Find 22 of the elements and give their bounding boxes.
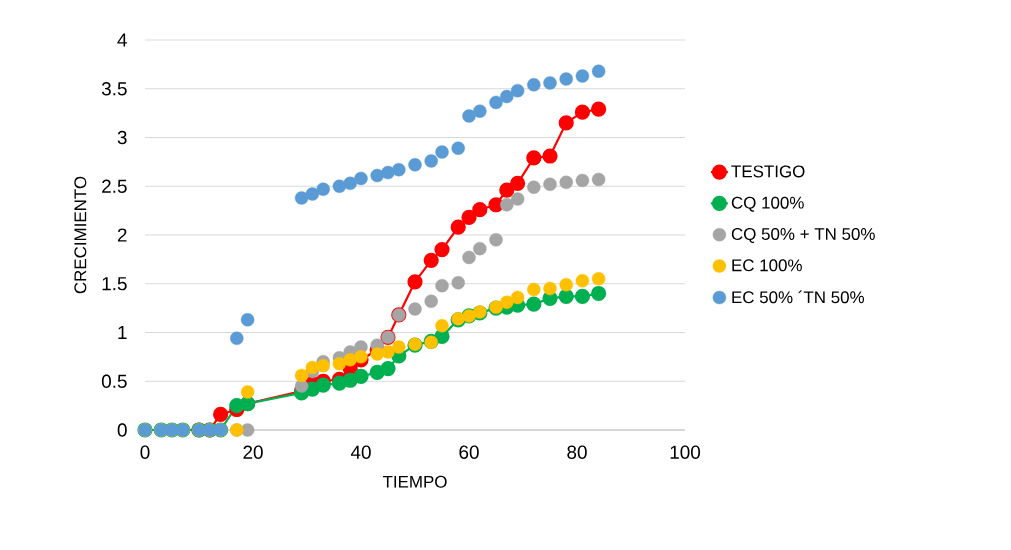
y-tick-label: 2 xyxy=(117,228,127,242)
legend-label: EC 50% ´TN 50% xyxy=(732,290,865,304)
x-tick-label: 20 xyxy=(243,445,263,459)
y-tick-label: 1.5 xyxy=(102,277,127,291)
y-tick-label: 3.5 xyxy=(101,82,127,96)
legend-label: TESTIGO xyxy=(731,165,805,178)
y-tick-label: 4 xyxy=(117,33,127,47)
y-tick-label: 3 xyxy=(117,130,127,145)
y-tick-label: 1 xyxy=(118,325,127,339)
x-tick-label: 40 xyxy=(350,445,371,459)
x-tick-label: 100 xyxy=(670,445,701,459)
x-tick-label: 80 xyxy=(567,445,587,459)
legend-label: CQ 50% + TN 50% xyxy=(731,228,875,244)
legend-label: CQ 100% xyxy=(731,196,804,212)
x-tick-label: 0 xyxy=(140,445,150,459)
y-axis-title: CRECIMIENTO xyxy=(74,176,87,294)
y-tick-label: 0.5 xyxy=(101,374,127,388)
x-tick-label: 60 xyxy=(459,445,479,459)
y-tick-label: 0 xyxy=(117,423,127,437)
legend-label: EC 100% xyxy=(732,259,802,272)
y-tick-label: 2.5 xyxy=(102,179,127,193)
x-axis-title: TIEMPO xyxy=(382,475,447,488)
